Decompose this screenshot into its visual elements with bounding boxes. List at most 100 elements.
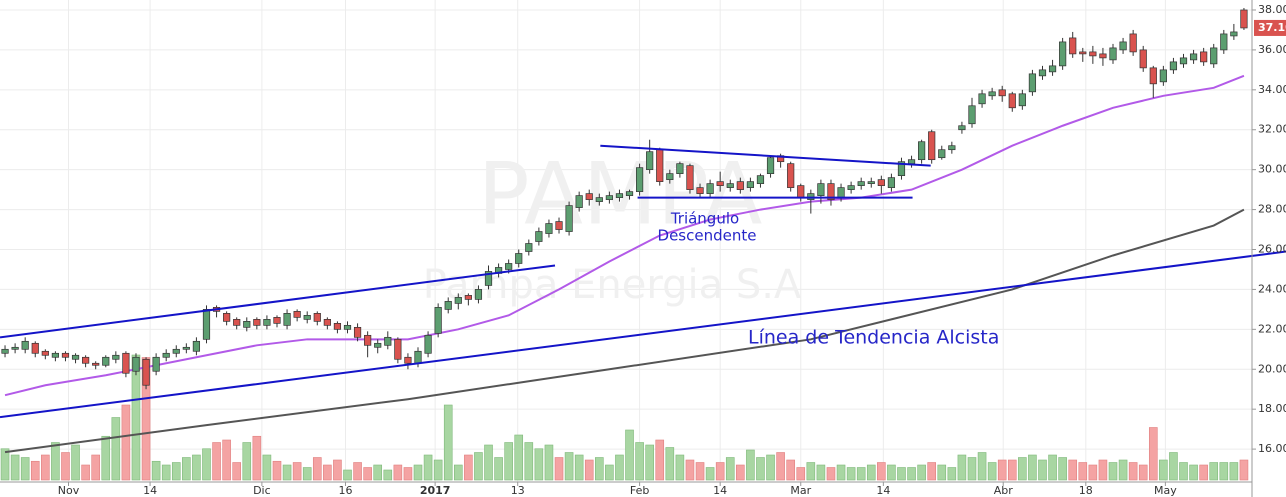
volume-bar: [1159, 459, 1168, 481]
annotation: Línea de Tendencia Alcista: [748, 327, 999, 349]
candle-body: [323, 319, 331, 326]
y-tick-label: 32.00: [1258, 123, 1286, 136]
candle-body: [464, 295, 472, 300]
volume-bar: [695, 462, 705, 481]
candle-body: [343, 324, 352, 330]
volume-bar: [1219, 462, 1229, 481]
x-tick-label: Abr: [994, 484, 1014, 497]
volume-bar: [20, 457, 30, 481]
volume-bar: [1007, 459, 1017, 481]
candle-body: [1149, 67, 1157, 85]
volume-bar: [51, 442, 60, 481]
volume-bar: [665, 447, 675, 481]
volume-bar: [1239, 459, 1249, 481]
candle-body: [1089, 51, 1097, 57]
candle-body: [887, 177, 896, 188]
y-tick-label: 16.00: [1258, 442, 1286, 455]
volume-bar: [685, 459, 695, 481]
candle-body: [998, 89, 1006, 97]
candle-body: [736, 181, 744, 190]
volume-bar: [957, 454, 967, 481]
volume-bar: [1098, 459, 1108, 481]
candle-body: [1048, 65, 1057, 73]
candle-body: [202, 309, 211, 340]
volume-bar: [766, 454, 775, 481]
candle-body: [918, 141, 926, 161]
candle-body: [1, 348, 9, 354]
candle-body: [243, 321, 251, 328]
volume-bar: [574, 454, 584, 481]
x-tick-label: 14: [143, 484, 157, 497]
x-tick-label: 2017: [420, 484, 451, 497]
candle-body: [656, 149, 664, 182]
candle-body: [1059, 41, 1067, 67]
volume-bar: [101, 435, 111, 481]
volume-bar: [222, 439, 231, 481]
candle-body: [364, 334, 372, 346]
candle-body: [535, 231, 543, 242]
volume-bar: [1199, 464, 1208, 481]
candle-body: [1099, 53, 1107, 59]
candle-body: [545, 223, 553, 234]
y-tick-label: 36.00: [1258, 43, 1286, 56]
candle-body: [1159, 69, 1167, 83]
volume-bar: [584, 459, 594, 481]
candle-body: [1139, 49, 1147, 69]
candle-body: [41, 350, 49, 356]
candle-body: [303, 315, 311, 320]
candle-body: [676, 163, 684, 175]
volume-bar: [977, 452, 987, 481]
volume-bar: [645, 444, 654, 481]
candle-body: [474, 289, 483, 300]
candle-body: [907, 159, 916, 165]
candle-body: [374, 342, 382, 348]
x-tick-label: Nov: [58, 484, 80, 497]
volume-bar: [1148, 427, 1158, 481]
volume-bar: [917, 464, 926, 481]
candle-body: [92, 362, 100, 366]
volume-bar: [746, 449, 755, 481]
volume-bar: [736, 464, 745, 481]
candle-body: [82, 356, 90, 364]
volume-bar: [655, 439, 665, 481]
candle-body: [827, 183, 835, 200]
candle-body: [756, 175, 765, 184]
trendline: [600, 144, 931, 167]
candle-body: [897, 161, 906, 176]
candle-body: [404, 356, 412, 364]
candle-body: [847, 185, 855, 190]
candle-body: [112, 354, 120, 360]
candle-body: [1240, 9, 1248, 29]
volume-bar: [433, 459, 443, 481]
y-tick-label: 34.00: [1258, 83, 1286, 96]
volume-bar: [182, 457, 191, 481]
candle-body: [585, 193, 593, 200]
volume-bar: [1018, 457, 1027, 481]
candle-body: [21, 340, 29, 350]
volume-bar: [544, 444, 554, 481]
volume-bar: [111, 417, 121, 481]
volume-bar: [1138, 464, 1148, 481]
candle-body: [162, 352, 170, 358]
volume-bar: [262, 454, 272, 481]
candle-body: [928, 131, 936, 161]
candle-body: [988, 91, 996, 97]
candle-body: [1200, 51, 1208, 63]
volume-bar: [564, 452, 574, 481]
volume-bar: [1028, 454, 1037, 481]
candle-body: [1129, 33, 1137, 53]
volume-bar: [453, 464, 463, 481]
volume-bar: [997, 459, 1007, 481]
candle-body: [71, 354, 80, 360]
candle-body: [424, 334, 432, 354]
candle-body: [787, 163, 795, 188]
y-tick-label: 18.00: [1258, 402, 1286, 415]
x-tick-label: 13: [511, 484, 525, 497]
volume-bar: [202, 448, 211, 481]
volume-bar: [836, 464, 846, 481]
volume-bar: [675, 454, 685, 481]
volume-bar: [635, 442, 644, 481]
candle-body: [716, 181, 724, 186]
